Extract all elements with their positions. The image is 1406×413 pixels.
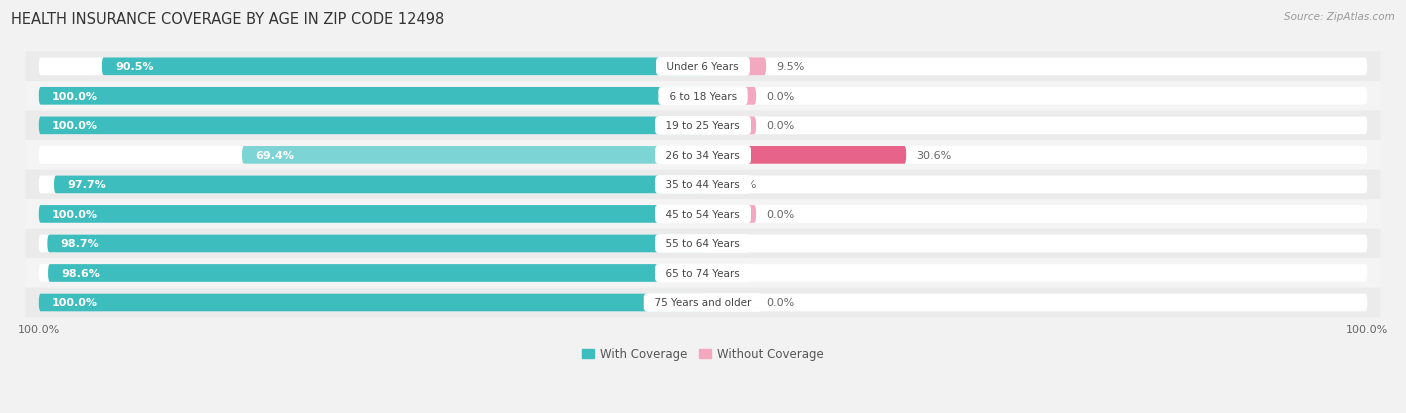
FancyBboxPatch shape [39, 294, 703, 311]
Text: 26 to 34 Years: 26 to 34 Years [659, 150, 747, 161]
Text: 35 to 44 Years: 35 to 44 Years [659, 180, 747, 190]
FancyBboxPatch shape [703, 176, 718, 194]
FancyBboxPatch shape [242, 147, 703, 164]
Text: 30.6%: 30.6% [917, 150, 952, 161]
FancyBboxPatch shape [703, 206, 756, 223]
Text: 19 to 25 Years: 19 to 25 Years [659, 121, 747, 131]
FancyBboxPatch shape [703, 235, 1367, 253]
FancyBboxPatch shape [703, 58, 1367, 76]
FancyBboxPatch shape [39, 147, 703, 164]
FancyBboxPatch shape [39, 294, 703, 311]
Text: Source: ZipAtlas.com: Source: ZipAtlas.com [1284, 12, 1395, 22]
Text: 0.0%: 0.0% [766, 209, 794, 219]
Text: 75 Years and older: 75 Years and older [648, 298, 758, 308]
Text: 2.3%: 2.3% [728, 180, 756, 190]
FancyBboxPatch shape [703, 206, 1367, 223]
FancyBboxPatch shape [48, 235, 703, 253]
FancyBboxPatch shape [703, 176, 1367, 194]
Text: Under 6 Years: Under 6 Years [661, 62, 745, 72]
FancyBboxPatch shape [39, 117, 703, 135]
FancyBboxPatch shape [703, 294, 756, 311]
Legend: With Coverage, Without Coverage: With Coverage, Without Coverage [578, 343, 828, 366]
FancyBboxPatch shape [39, 206, 703, 223]
FancyBboxPatch shape [39, 58, 703, 76]
FancyBboxPatch shape [25, 52, 1381, 82]
FancyBboxPatch shape [101, 58, 703, 76]
FancyBboxPatch shape [703, 294, 1367, 311]
Text: 55 to 64 Years: 55 to 64 Years [659, 239, 747, 249]
FancyBboxPatch shape [39, 88, 703, 105]
FancyBboxPatch shape [25, 170, 1381, 199]
Text: HEALTH INSURANCE COVERAGE BY AGE IN ZIP CODE 12498: HEALTH INSURANCE COVERAGE BY AGE IN ZIP … [11, 12, 444, 27]
FancyBboxPatch shape [703, 264, 713, 282]
Text: 100.0%: 100.0% [52, 121, 98, 131]
FancyBboxPatch shape [703, 117, 1367, 135]
Text: 100.0%: 100.0% [1346, 324, 1388, 334]
Text: 0.0%: 0.0% [766, 298, 794, 308]
FancyBboxPatch shape [25, 82, 1381, 112]
FancyBboxPatch shape [39, 176, 703, 194]
FancyBboxPatch shape [53, 176, 703, 194]
Text: 1.3%: 1.3% [721, 239, 749, 249]
FancyBboxPatch shape [39, 206, 703, 223]
FancyBboxPatch shape [703, 58, 766, 76]
Text: 6 to 18 Years: 6 to 18 Years [662, 92, 744, 102]
Text: 97.7%: 97.7% [67, 180, 105, 190]
Text: 0.0%: 0.0% [766, 92, 794, 102]
Text: 9.5%: 9.5% [776, 62, 804, 72]
FancyBboxPatch shape [25, 229, 1381, 259]
FancyBboxPatch shape [703, 147, 1367, 164]
FancyBboxPatch shape [25, 141, 1381, 170]
Text: 90.5%: 90.5% [115, 62, 153, 72]
FancyBboxPatch shape [25, 259, 1381, 288]
Text: 98.7%: 98.7% [60, 239, 100, 249]
FancyBboxPatch shape [703, 117, 756, 135]
FancyBboxPatch shape [703, 88, 756, 105]
Text: 100.0%: 100.0% [18, 324, 60, 334]
FancyBboxPatch shape [25, 288, 1381, 318]
FancyBboxPatch shape [25, 112, 1381, 141]
FancyBboxPatch shape [39, 264, 703, 282]
Text: 100.0%: 100.0% [52, 92, 98, 102]
FancyBboxPatch shape [703, 264, 1367, 282]
FancyBboxPatch shape [25, 199, 1381, 229]
Text: 100.0%: 100.0% [52, 209, 98, 219]
FancyBboxPatch shape [39, 117, 703, 135]
Text: 45 to 54 Years: 45 to 54 Years [659, 209, 747, 219]
Text: 98.6%: 98.6% [62, 268, 100, 278]
Text: 100.0%: 100.0% [52, 298, 98, 308]
Text: 69.4%: 69.4% [256, 150, 294, 161]
Text: 65 to 74 Years: 65 to 74 Years [659, 268, 747, 278]
FancyBboxPatch shape [39, 235, 703, 253]
Text: 0.0%: 0.0% [766, 121, 794, 131]
FancyBboxPatch shape [48, 264, 703, 282]
FancyBboxPatch shape [703, 147, 907, 164]
Text: 1.4%: 1.4% [723, 268, 751, 278]
FancyBboxPatch shape [703, 88, 1367, 105]
FancyBboxPatch shape [703, 235, 711, 253]
FancyBboxPatch shape [39, 88, 703, 105]
